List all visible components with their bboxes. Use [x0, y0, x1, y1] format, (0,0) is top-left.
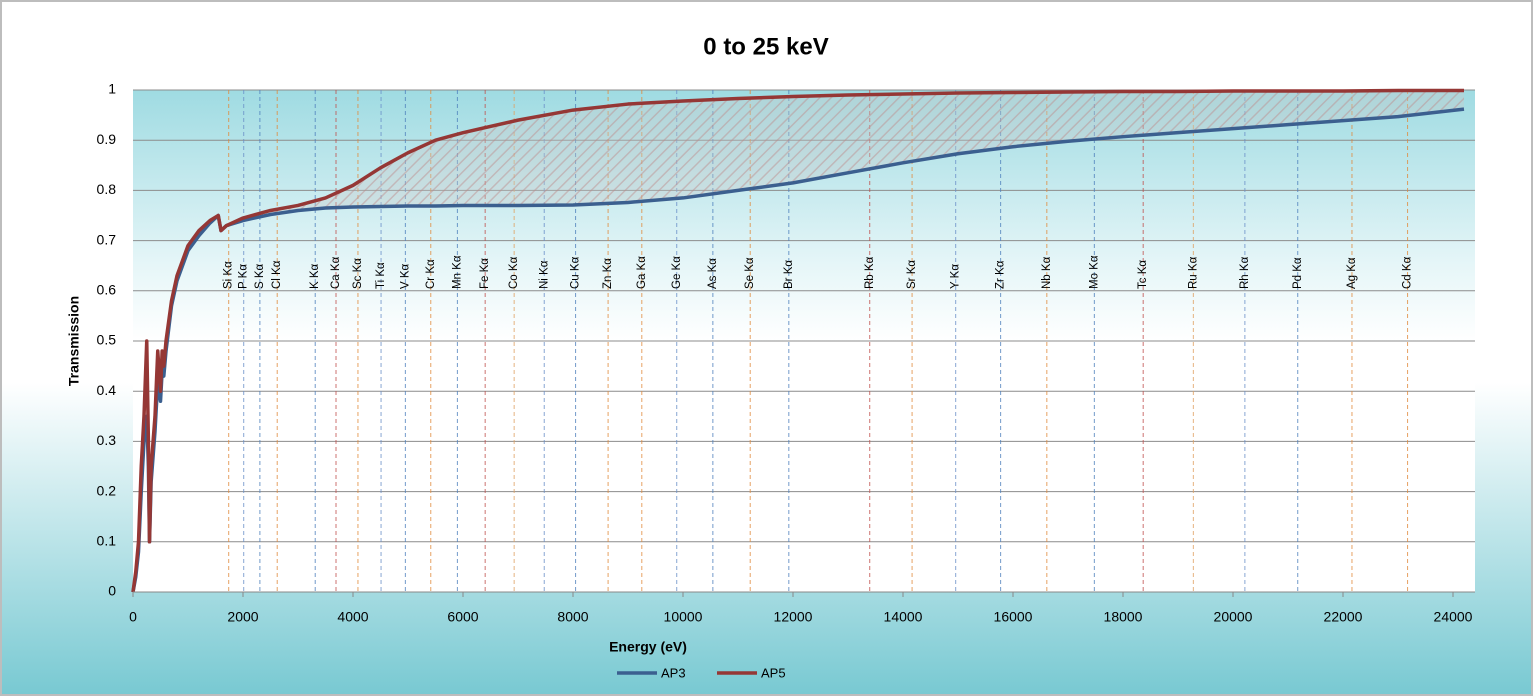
- legend: AP3 AP5: [617, 665, 786, 680]
- x-tick-label: 18000: [1104, 609, 1143, 625]
- emission-label: Ti Kα: [375, 262, 387, 289]
- y-tick-label: 0.5: [97, 332, 117, 348]
- series: [131, 88, 1465, 593]
- emission-label: Ca Kα: [330, 256, 342, 289]
- x-tick-label: 24000: [1434, 609, 1473, 625]
- emission-label: Si Kα: [223, 261, 235, 289]
- x-tick-label: 10000: [664, 609, 703, 625]
- emission-label: Co Kα: [508, 256, 520, 289]
- x-tick-label: 12000: [774, 609, 813, 625]
- y-tick-label: 0.8: [97, 181, 117, 197]
- emission-label: Br Kα: [783, 260, 795, 289]
- emission-label: Sc Kα: [352, 258, 364, 289]
- emission-label: Mn Kα: [451, 255, 463, 289]
- emission-label: K Kα: [309, 263, 321, 289]
- y-tick-label: 0.4: [97, 382, 117, 398]
- emission-label: Pd Kα: [1292, 257, 1304, 289]
- emission-label: Nb Kα: [1041, 256, 1053, 289]
- emission-label: Y Kα: [950, 264, 962, 289]
- x-tick-label: 20000: [1214, 609, 1253, 625]
- legend-label: AP3: [661, 665, 686, 680]
- x-tick-label: 4000: [337, 609, 368, 625]
- y-tick-label: 1: [108, 81, 116, 97]
- emission-label: Rb Kα: [864, 256, 876, 289]
- emission-label: Ru Kα: [1187, 256, 1199, 289]
- emission-label: Fe Kα: [479, 258, 491, 289]
- emission-label: Zn Kα: [602, 258, 614, 289]
- y-tick-label: 0.2: [97, 482, 117, 498]
- emission-label: Cl Kα: [271, 260, 283, 289]
- x-tick-label: 22000: [1324, 609, 1363, 625]
- axes: 0 0.1 0.2 0.3 0.4 0.5 0.6 0.7 0.8 0.9 1 0 2000 4000 60…: [97, 81, 1475, 625]
- emission-label: V Kα: [399, 263, 411, 289]
- emission-label: Ge Kα: [671, 256, 683, 289]
- emission-label: Zr Kα: [995, 260, 1007, 289]
- y-tick-label: 0.3: [97, 432, 117, 448]
- y-tick-label: 0.9: [97, 131, 117, 147]
- emission-label: Se Kα: [744, 257, 756, 289]
- emission-label: Mo Kα: [1088, 255, 1100, 289]
- x-tick-label: 0: [129, 609, 137, 625]
- x-tick-label: 6000: [447, 609, 478, 625]
- series-line: [131, 88, 1464, 593]
- emission-label: Ga Kα: [636, 256, 648, 289]
- x-tick-label: 2000: [227, 609, 258, 625]
- chart-title: 0 to 25 keV: [703, 33, 828, 60]
- x-tick-label: 14000: [884, 609, 923, 625]
- emission-label: Cr Kα: [425, 259, 437, 289]
- x-axis-label: Energy (eV): [609, 639, 687, 655]
- y-tick-label: 0: [108, 583, 116, 599]
- emission-label: S Kα: [254, 263, 266, 289]
- emission-label: Cu Kα: [570, 256, 582, 289]
- x-tick-label: 16000: [994, 609, 1033, 625]
- y-axis-label: Transmission: [66, 296, 82, 386]
- y-tick-label: 0.6: [97, 282, 117, 298]
- emission-label: Sr Kα: [906, 260, 918, 289]
- y-tick-label: 0.7: [97, 231, 117, 247]
- x-tick-label: 8000: [557, 609, 588, 625]
- emission-label: As Kα: [707, 258, 719, 289]
- emission-lines: Si Kα P Kα S Kα Cl Kα K Kα Ca Kα Sc Kα Ti Kα V K…: [223, 90, 1414, 592]
- y-tick-label: 0.1: [97, 533, 117, 549]
- emission-label: Rh Kα: [1239, 256, 1251, 289]
- legend-label: AP5: [761, 665, 786, 680]
- emission-label: P Kα: [238, 264, 250, 289]
- emission-label: Cd Kα: [1402, 256, 1414, 289]
- emission-label: Ni Kα: [538, 260, 550, 289]
- emission-label: Ag Kα: [1346, 257, 1358, 289]
- emission-label: Tc Kα: [1137, 260, 1149, 289]
